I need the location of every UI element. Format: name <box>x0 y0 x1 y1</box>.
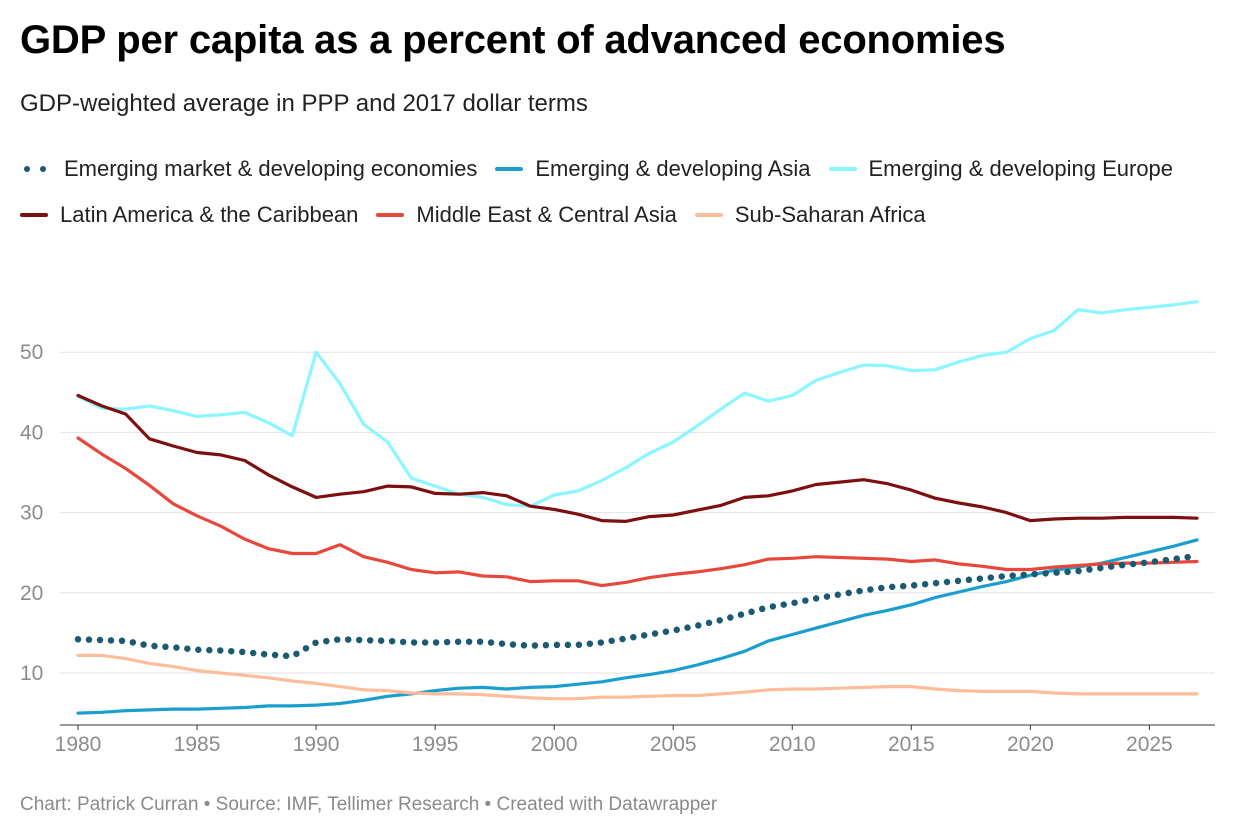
x-tick-label-1985: 1985 <box>174 733 221 756</box>
legend-item-middle-east-and-central-asia: Middle East & Central Asia <box>376 196 677 234</box>
legend-swatch-icon <box>24 166 46 172</box>
y-tick-label-30: 30 <box>20 502 43 525</box>
x-tick-label-1995: 1995 <box>412 733 459 756</box>
legend-label: Sub-Saharan Africa <box>734 202 926 227</box>
series-line-latin-america-and-the-caribbean <box>76 393 1199 523</box>
x-tick-label-2015: 2015 <box>888 733 935 756</box>
y-tick-label-10: 10 <box>20 662 43 685</box>
chart-legend: Emerging market & developing economies Em… <box>20 150 1220 234</box>
legend-item-emerging-and-developing-europe: Emerging & developing Europe <box>828 150 1174 188</box>
x-tick-label-1980: 1980 <box>55 733 102 756</box>
x-tick-label-2005: 2005 <box>650 733 697 756</box>
y-tick-label-40: 40 <box>20 421 43 444</box>
legend-label: Emerging market & developing economies <box>64 156 478 181</box>
legend-label: Emerging & developing Europe <box>868 156 1174 181</box>
legend-swatch-icon <box>694 213 723 217</box>
x-tick-label-2020: 2020 <box>1007 733 1054 756</box>
chart-subtitle: GDP-weighted average in PPP and 2017 dol… <box>20 90 588 117</box>
legend-swatch-icon <box>376 213 405 217</box>
legend-label: Middle East & Central Asia <box>416 202 677 227</box>
x-tick-label-2000: 2000 <box>531 733 578 756</box>
x-tick-label-2025: 2025 <box>1126 733 1173 756</box>
legend-item-latin-america-and-the-caribbean: Latin America & the Caribbean <box>20 196 358 234</box>
x-tick-label-1990: 1990 <box>293 733 340 756</box>
chart-footer: Chart: Patrick Curran • Source: IMF, Tel… <box>20 794 718 815</box>
series-line-sub-saharan-africa <box>76 653 1199 701</box>
legend-label: Latin America & the Caribbean <box>60 202 359 227</box>
chart-title: GDP per capita as a percent of advanced … <box>20 18 1006 62</box>
legend-swatch-icon <box>495 167 524 171</box>
series-line-emerging-and-developing-asia <box>76 538 1199 715</box>
y-tick-label-50: 50 <box>20 341 43 364</box>
legend-label: Emerging & developing Asia <box>535 156 811 181</box>
line-chart: 10 20 30 40 50 1980 1985 1990 1995 2000 2005 2010 20… <box>20 300 1215 756</box>
legend-swatch-icon <box>828 167 857 171</box>
y-tick-label-20: 20 <box>20 582 43 605</box>
legend-swatch-icon <box>20 213 48 217</box>
legend-item-emerging-market-and-developing-economies: Emerging market & developing economies <box>20 150 477 188</box>
x-tick-label-2010: 2010 <box>769 733 816 756</box>
series-line-emerging-and-developing-europe <box>76 300 1199 508</box>
series-line-middle-east-and-central-asia <box>76 436 1199 588</box>
series-line-emerging-market-and-developing-economies <box>74 552 1201 660</box>
legend-item-sub-saharan-africa: Sub-Saharan Africa <box>694 196 926 234</box>
legend-item-emerging-and-developing-asia: Emerging & developing Asia <box>495 150 811 188</box>
